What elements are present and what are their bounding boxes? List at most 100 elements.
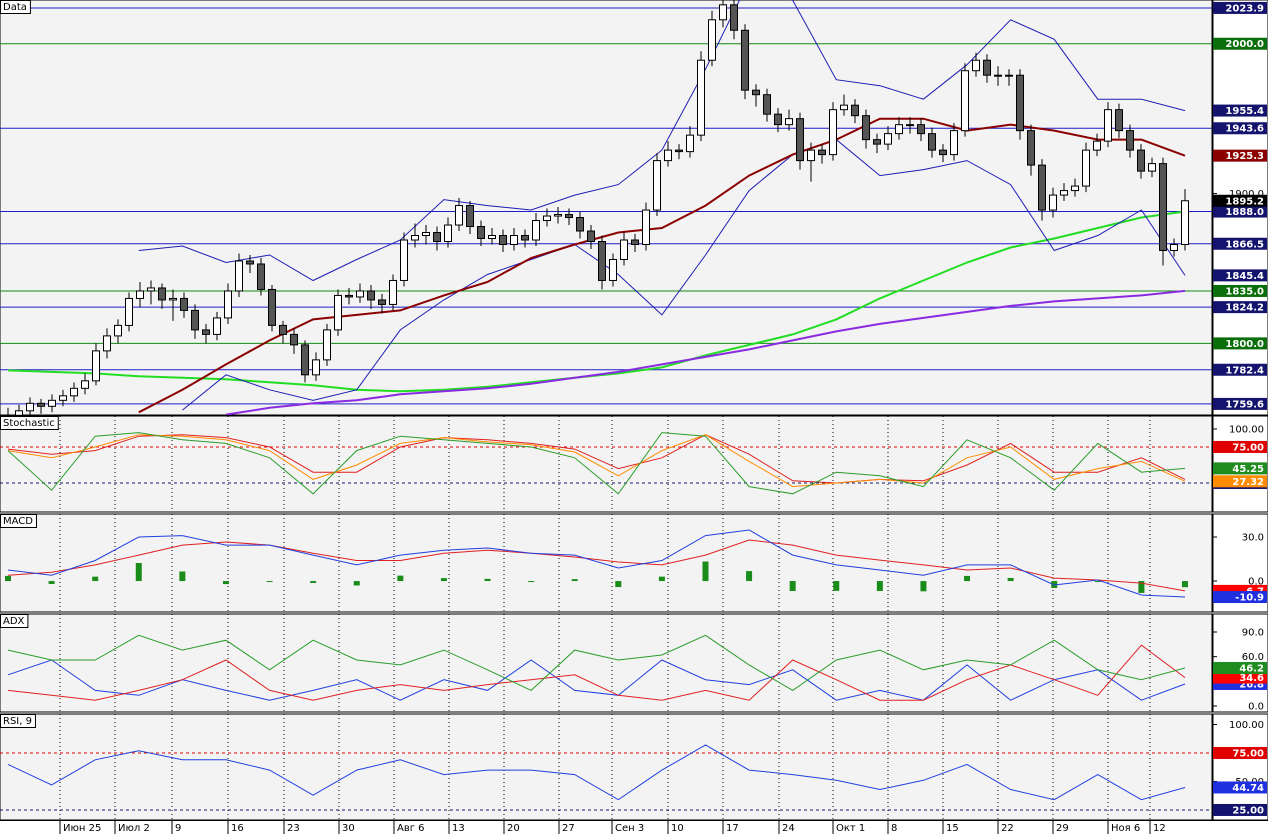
candle-body xyxy=(840,104,848,111)
y-tick-label: 0.0 xyxy=(1248,701,1264,712)
x-tick-label: Ноя 6 xyxy=(1111,823,1140,834)
candle-body xyxy=(279,324,287,335)
indicator-line xyxy=(7,644,1186,701)
candle-body xyxy=(169,297,177,301)
x-tick-label: 27 xyxy=(562,823,575,834)
candle-body xyxy=(851,104,859,117)
histogram-bar xyxy=(1007,577,1014,582)
x-tick-label: 15 xyxy=(946,823,959,834)
candle-body xyxy=(466,205,474,228)
x-tick-label: 29 xyxy=(1056,823,1069,834)
value-tag-bg xyxy=(1213,194,1267,207)
candle-body xyxy=(433,232,441,243)
candle-body xyxy=(301,344,309,376)
level-tag: 1800.0 xyxy=(1225,339,1264,350)
y-tick-label: 100.00 xyxy=(1229,424,1264,435)
candle-body xyxy=(961,70,969,132)
x-tick-label: 9 xyxy=(175,823,181,834)
candle-body xyxy=(48,399,56,407)
value-tag: 27.32 xyxy=(1232,477,1264,488)
panel xyxy=(7,614,1186,712)
candle-body xyxy=(917,124,925,135)
histogram-bar xyxy=(615,581,622,588)
candle-body xyxy=(873,139,881,145)
indicator-line xyxy=(7,634,1186,691)
value-tag-bg xyxy=(1213,591,1267,604)
candle-body xyxy=(268,288,276,326)
x-tick-label: 13 xyxy=(452,823,465,834)
candle-body xyxy=(862,115,870,141)
x-tick-label: 30 xyxy=(342,823,355,834)
candle-body xyxy=(785,118,793,126)
candle-body xyxy=(312,359,320,376)
candle-body xyxy=(103,335,111,352)
indicator-line xyxy=(7,659,1186,701)
level-tag: 1866.5 xyxy=(1225,239,1264,250)
indicator-line xyxy=(7,539,1186,592)
x-tick-label: 17 xyxy=(726,823,739,834)
x-axis-background xyxy=(0,820,1268,834)
indicator-line xyxy=(7,432,1186,495)
panel xyxy=(0,714,1212,820)
candle-body xyxy=(950,130,958,156)
histogram-bar xyxy=(266,581,273,583)
tick-label-bg xyxy=(1213,803,1267,816)
candle-body xyxy=(213,317,221,335)
candle-body xyxy=(400,239,408,281)
candle-body xyxy=(587,230,595,243)
value-tag-bg xyxy=(1213,149,1267,162)
candle-body xyxy=(884,133,892,145)
histogram-bar xyxy=(353,581,360,586)
candle-body xyxy=(521,235,529,241)
candle-body xyxy=(983,59,991,76)
candle-body xyxy=(411,235,419,241)
histogram-bar xyxy=(571,579,578,582)
histogram-bar xyxy=(658,576,665,582)
histogram-bar xyxy=(135,563,142,582)
panel-background xyxy=(0,713,1213,821)
y-tick-label: 75.00 xyxy=(1232,442,1264,453)
candle-body xyxy=(367,290,375,301)
candle-body xyxy=(444,224,452,243)
histogram-bar xyxy=(48,581,55,584)
candle-body xyxy=(675,149,683,153)
candle-body xyxy=(730,4,738,31)
candle-body xyxy=(719,4,727,21)
candle-body xyxy=(455,205,463,226)
panel-title-bg xyxy=(0,714,36,728)
x-tick-label: 16 xyxy=(231,823,244,834)
candle-body xyxy=(356,290,364,298)
panel xyxy=(0,0,1212,415)
x-tick-label: Июн 25 xyxy=(63,823,101,834)
level-tag-bg xyxy=(1213,337,1267,350)
candle-body xyxy=(257,263,265,290)
histogram-bar xyxy=(789,581,796,592)
level-tag: 1943.6 xyxy=(1225,124,1264,135)
candle-body xyxy=(1137,149,1145,172)
candle-body xyxy=(1005,74,1013,77)
x-tick-label: 23 xyxy=(287,823,300,834)
candle-body xyxy=(994,74,1002,77)
candle-body xyxy=(125,297,133,326)
level-tag: 2000.0 xyxy=(1225,39,1264,50)
level-tag-bg xyxy=(1213,205,1267,218)
panel-title: Stochastic xyxy=(3,418,55,429)
candle-body xyxy=(664,149,672,162)
histogram-bar xyxy=(746,571,753,582)
value-tag: 1925.3 xyxy=(1225,151,1264,162)
level-tag: 1759.6 xyxy=(1225,399,1264,410)
x-tick-label: 12 xyxy=(1153,823,1166,834)
histogram-bar xyxy=(876,581,883,592)
histogram-bar xyxy=(179,571,186,582)
x-tick-label: Авг 6 xyxy=(397,823,425,834)
value-tag-bg xyxy=(1213,462,1267,475)
panel-title: MACD xyxy=(3,516,33,527)
candle-body xyxy=(906,124,914,127)
x-tick-label: 22 xyxy=(1001,823,1014,834)
value-tag: 34.6 xyxy=(1239,673,1264,684)
candle-body xyxy=(653,160,661,211)
indicator-line xyxy=(7,434,1186,488)
value-tag-bg xyxy=(1213,269,1267,282)
candle-body xyxy=(1071,185,1079,192)
